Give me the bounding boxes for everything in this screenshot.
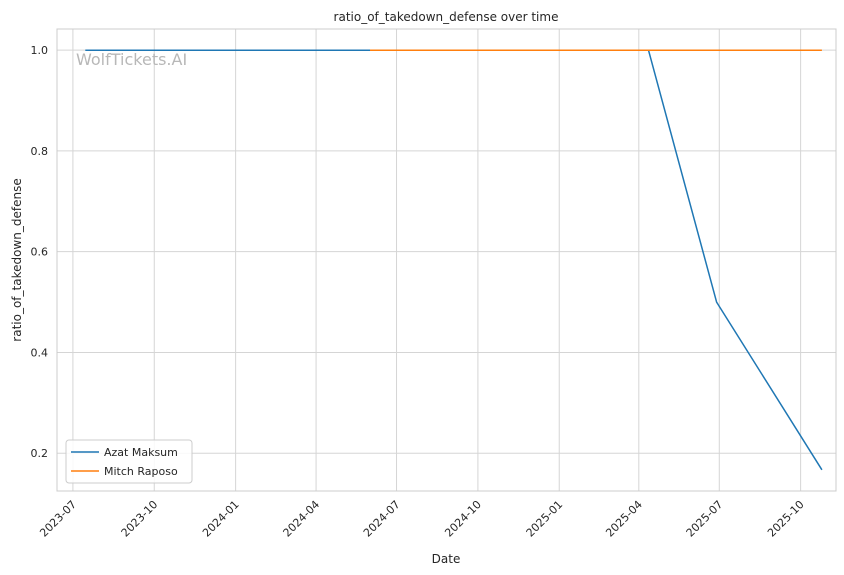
series-line-azat-maksum	[85, 49, 823, 471]
y-tick-label-1.0: 1.0	[31, 44, 49, 57]
legend: Azat Maksum Mitch Raposo	[65, 439, 193, 484]
series-lines	[85, 49, 823, 471]
chart-title: ratio_of_takedown_defense over time	[334, 10, 559, 24]
y-tick-labels: 0.2 0.4 0.6 0.8 1.0	[31, 44, 49, 460]
y-tick-label-0.6: 0.6	[31, 246, 49, 259]
y-tick-label-0.4: 0.4	[31, 346, 49, 359]
x-gridlines	[72, 29, 802, 491]
legend-label-azat-maksum: Azat Maksum	[104, 446, 178, 459]
y-axis-label: ratio_of_takedown_defense	[10, 178, 24, 341]
watermark: WolfTickets.AI	[76, 50, 187, 69]
y-tick-label-0.8: 0.8	[31, 145, 49, 158]
plot-area	[57, 29, 836, 491]
y-tick-label-0.2: 0.2	[31, 447, 49, 460]
legend-box	[65, 439, 193, 484]
legend-label-mitch-raposo: Mitch Raposo	[104, 465, 178, 478]
plot-frame	[56, 28, 837, 492]
x-axis-label: Date	[432, 552, 461, 566]
